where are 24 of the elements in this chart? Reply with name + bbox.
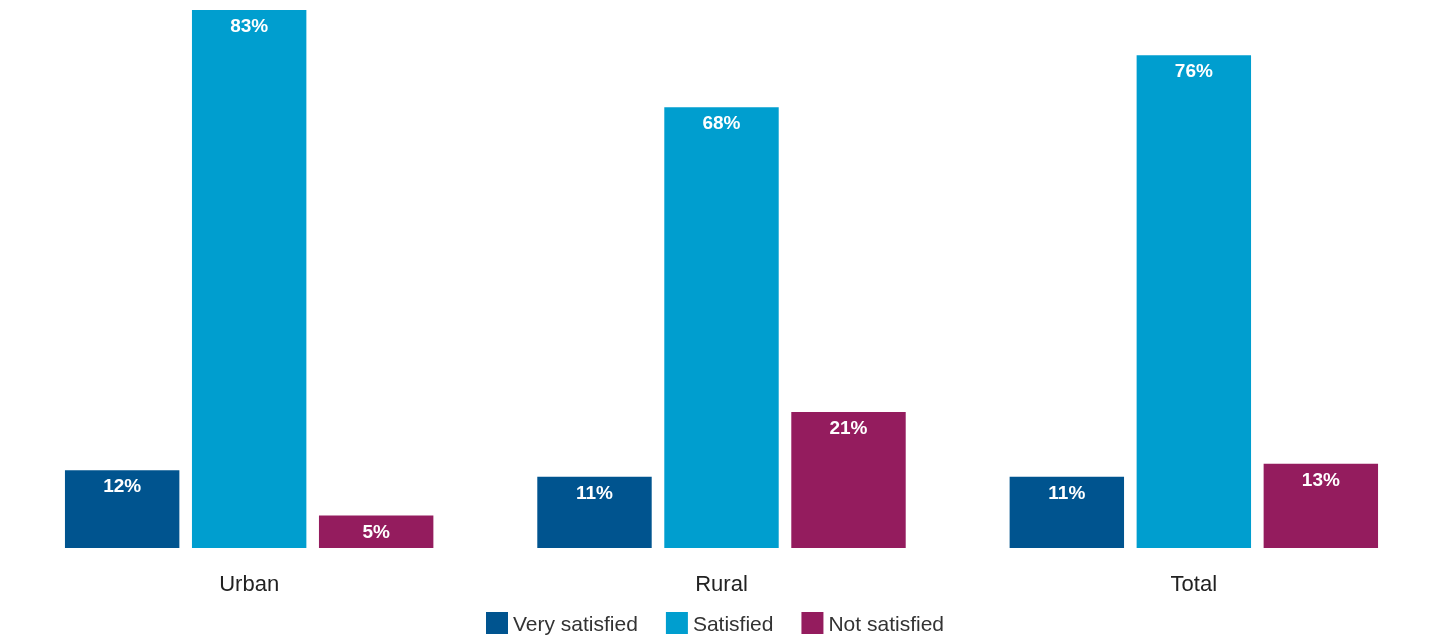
bar [64,470,180,548]
data-label: 5% [362,520,390,542]
data-label: 12% [103,475,142,497]
data-label: 11% [1048,481,1086,503]
bar [537,476,652,548]
data-label: 76% [1174,60,1213,82]
legend-label: Not satisfied [828,611,945,635]
bar [318,515,434,548]
bar [191,10,307,548]
data-label: 68% [702,112,741,134]
legend-label: Very satisfied [513,611,638,635]
data-label: 21% [829,416,868,438]
bar [1136,55,1252,548]
data-label: 11% [576,481,614,503]
bar [1263,463,1379,548]
bar [1009,476,1125,548]
x-tick-label: Rural [695,570,748,596]
legend-label: Satisfied [692,611,774,635]
bar [664,107,779,548]
x-tick-label: Total [1170,570,1218,596]
data-label: 83% [230,15,269,36]
data-label: 13% [1301,468,1340,490]
x-tick-label: Urban [219,570,280,596]
bar [791,411,906,548]
